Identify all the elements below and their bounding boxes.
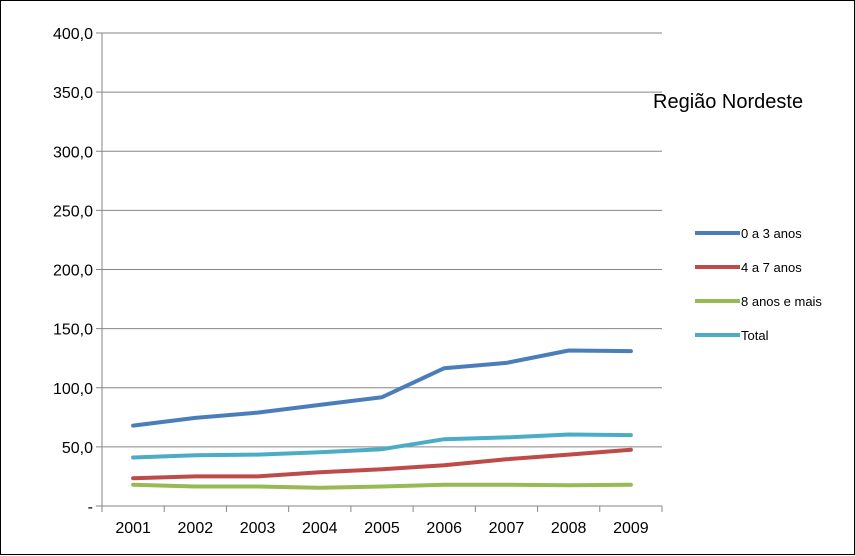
series-lines (131, 348, 633, 490)
series-line (131, 348, 633, 428)
series-line (131, 447, 633, 481)
x-axis-tick-labels: 2001 2002 2003 2004 2005 2006 2007 2008 2009 (115, 520, 648, 537)
legend: 0 a 3 anos 4 a 7 anos 8 anos e mais Total (695, 226, 822, 343)
axes (96, 32, 663, 512)
x-tick-label: 2004 (302, 520, 338, 537)
y-tick-label: 200,0 (53, 263, 93, 280)
legend-label: 4 a 7 anos (741, 260, 802, 275)
series-line (131, 482, 633, 490)
y-tick-label: 50,0 (62, 440, 93, 457)
legend-label: 0 a 3 anos (741, 226, 802, 241)
legend-label: 8 anos e mais (741, 294, 822, 309)
y-tick-label: - (88, 499, 93, 516)
legend-label: Total (741, 328, 769, 343)
x-tick-label: 2007 (489, 520, 525, 537)
y-tick-label: 100,0 (53, 381, 93, 398)
series-line (131, 432, 633, 460)
chart-title: Região Nordeste (653, 91, 803, 113)
y-tick-label: 150,0 (53, 322, 93, 339)
x-tick-label: 2002 (178, 520, 214, 537)
gridlines (102, 32, 662, 448)
x-tick-label: 2009 (613, 520, 649, 537)
y-tick-label: 400,0 (53, 26, 93, 43)
x-tick-label: 2008 (551, 520, 587, 537)
y-tick-label: 300,0 (53, 144, 93, 161)
x-tick-label: 2001 (115, 520, 151, 537)
x-tick-label: 2003 (240, 520, 276, 537)
x-tick-label: 2006 (426, 520, 462, 537)
y-tick-label: 350,0 (53, 85, 93, 102)
x-tick-label: 2005 (364, 520, 400, 537)
y-tick-label: 250,0 (53, 203, 93, 220)
y-axis-tick-labels: - 50,0 100,0 150,0 200,0 250,0 300,0 350,0 400,0 (53, 26, 93, 516)
